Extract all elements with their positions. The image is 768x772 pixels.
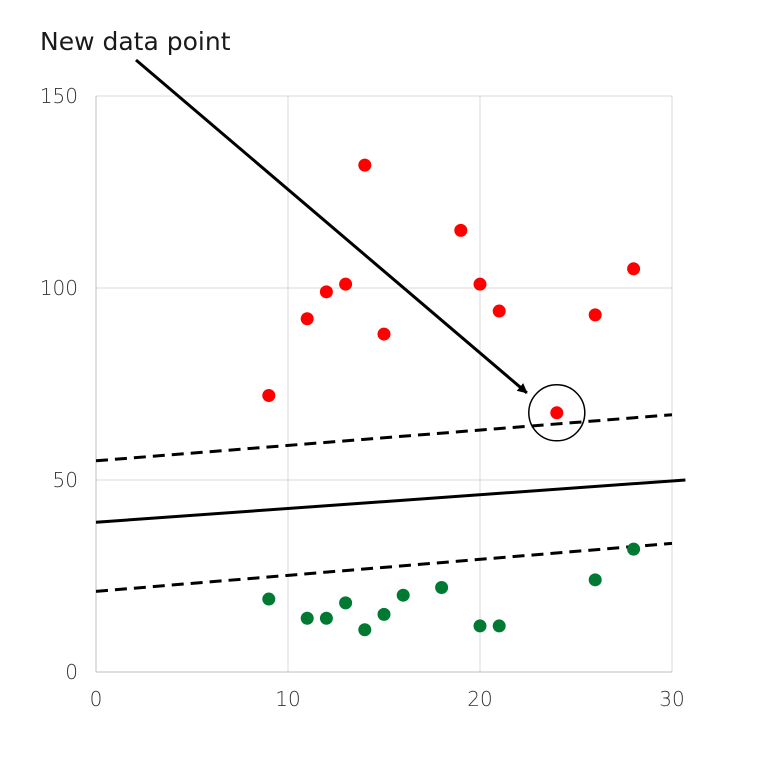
red-data-point — [588, 308, 602, 322]
red-data-point — [377, 327, 391, 341]
red-data-point — [262, 389, 276, 403]
margin-line — [95, 413, 673, 463]
annotation: New data point — [40, 27, 586, 442]
y-tick-label: 100 — [40, 276, 78, 300]
green-data-point — [319, 611, 333, 625]
green-data-point — [358, 623, 372, 637]
green-data-point — [588, 573, 602, 587]
green-data-point — [377, 607, 391, 621]
green-data-point — [473, 619, 487, 633]
red-data-point — [473, 277, 487, 291]
red-data-point — [358, 158, 372, 172]
annotation-label: New data point — [40, 27, 231, 56]
green-data-point — [627, 542, 641, 556]
green-data-point — [300, 611, 314, 625]
green-data-point — [492, 619, 506, 633]
highlight-circle — [528, 384, 586, 442]
y-tick-label: 150 — [40, 84, 78, 108]
red-data-point — [300, 312, 314, 326]
data-points — [262, 158, 641, 637]
x-tick-label: 10 — [275, 687, 300, 711]
x-tick-label: 30 — [659, 687, 684, 711]
x-tick-label: 20 — [467, 687, 492, 711]
y-tick-label: 0 — [65, 660, 78, 684]
red-data-point — [550, 406, 564, 420]
decision-boundary-line — [95, 478, 686, 524]
red-data-point — [492, 304, 506, 318]
y-tick-label: 50 — [53, 468, 78, 492]
green-data-point — [262, 592, 276, 606]
red-data-point — [454, 223, 468, 237]
red-data-point — [339, 277, 353, 291]
annotation-arrow — [135, 58, 528, 394]
green-data-point — [339, 596, 353, 610]
boundary-lines — [95, 413, 686, 593]
green-data-point — [435, 581, 449, 595]
x-tick-label: 0 — [90, 687, 103, 711]
margin-line — [95, 541, 673, 593]
red-data-point — [627, 262, 641, 276]
axes: 0 10 20 30 0 50 100 150 — [40, 84, 685, 711]
green-data-point — [396, 588, 410, 602]
red-data-point — [319, 285, 333, 299]
